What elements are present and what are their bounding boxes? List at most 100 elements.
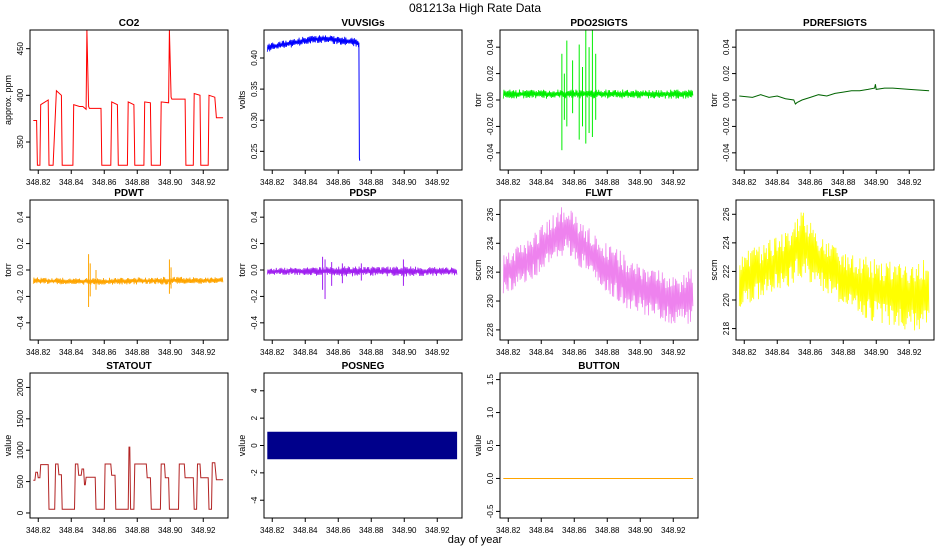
x-tick-label-statout: 348.86 — [92, 526, 117, 535]
x-tick-label-vuvsigs: 348.90 — [392, 178, 417, 187]
y-tick-label-button: 1.5 — [486, 373, 495, 385]
panel-title-co2: CO2 — [119, 18, 140, 29]
x-tick-label-statout: 348.88 — [125, 526, 150, 535]
x-tick-label-pdrefsigts: 348.92 — [897, 178, 922, 187]
x-tick-label-posneg: 348.92 — [425, 526, 450, 535]
y-tick-label-pdwt: 0.2 — [16, 237, 25, 249]
series-line-co2 — [33, 30, 224, 166]
x-tick-label-pdsp: 348.88 — [359, 348, 384, 357]
y-tick-label-pdrefsigts: 0.04 — [722, 39, 731, 55]
x-tick-label-flsp: 348.84 — [765, 348, 790, 357]
y-tick-label-vuvsigs: 0.35 — [250, 81, 259, 97]
x-tick-label-co2: 348.82 — [26, 178, 51, 187]
y-tick-label-pdrefsigts: 0.00 — [722, 92, 731, 108]
series-band-pdsp — [266, 266, 458, 277]
plot-frame-co2 — [29, 29, 229, 171]
x-tick-label-pdo2sigts: 348.84 — [529, 178, 554, 187]
x-tick-label-vuvsigs: 348.82 — [260, 178, 285, 187]
x-tick-label-pdwt: 348.86 — [92, 348, 117, 357]
x-tick-label-pdrefsigts: 348.86 — [798, 178, 823, 187]
y-tick-label-statout: 2000 — [16, 378, 25, 396]
x-tick-label-co2: 348.86 — [92, 178, 117, 187]
y-tick-label-pdsp: 0.4 — [250, 211, 259, 223]
x-tick-label-pdsp: 348.86 — [326, 348, 351, 357]
y-tick-label-button: -0.5 — [486, 504, 495, 518]
x-tick-label-pdrefsigts: 348.88 — [831, 178, 856, 187]
plot-frame-flsp — [735, 199, 935, 341]
x-tick-label-co2: 348.90 — [158, 178, 183, 187]
x-tick-label-posneg: 348.90 — [392, 526, 417, 535]
x-tick-label-vuvsigs: 348.84 — [293, 178, 318, 187]
y-tick-label-pdo2sigts: 0.00 — [486, 92, 495, 108]
y-tick-label-button: 0.5 — [486, 439, 495, 451]
x-tick-label-vuvsigs: 348.88 — [359, 178, 384, 187]
y-tick-label-co2: 350 — [16, 135, 25, 149]
x-tick-label-statout: 348.82 — [26, 526, 51, 535]
y-tick-label-button: 0.0 — [486, 472, 495, 484]
panel-title-pdwt: PDWT — [114, 188, 143, 199]
y-tick-label-posneg: -4 — [250, 496, 259, 504]
series-band-flwt — [502, 207, 694, 324]
x-tick-label-pdwt: 348.88 — [125, 348, 150, 357]
panel-pdwt: PDWT torr 348.82 348.84 348.86 348.88 348.90 34… — [3, 188, 229, 357]
x-tick-label-posneg: 348.84 — [293, 526, 318, 535]
x-tick-label-statout: 348.84 — [59, 526, 84, 535]
y-tick-label-statout: 0 — [16, 510, 25, 515]
y-tick-label-flsp: 220 — [722, 293, 731, 307]
x-tick-label-flwt: 348.84 — [529, 348, 554, 357]
panel-title-button: BUTTON — [578, 361, 619, 372]
x-tick-label-flwt: 348.82 — [496, 348, 521, 357]
plot-frame-posneg — [263, 372, 463, 519]
x-tick-label-pdrefsigts: 348.84 — [765, 178, 790, 187]
plot-frame-vuvsigs — [263, 29, 463, 171]
x-tick-label-button: 348.82 — [496, 526, 521, 535]
y-axis-label-flwt: sccm — [473, 260, 483, 281]
y-tick-label-statout: 1500 — [16, 409, 25, 427]
x-tick-label-pdwt: 348.92 — [191, 348, 216, 357]
x-tick-label-pdrefsigts: 348.82 — [732, 178, 757, 187]
x-tick-label-pdsp: 348.84 — [293, 348, 318, 357]
y-tick-label-pdrefsigts: -0.04 — [722, 143, 731, 162]
y-tick-label-pdsp: 0.0 — [250, 264, 259, 276]
x-tick-label-vuvsigs: 348.86 — [326, 178, 351, 187]
x-tick-label-pdo2sigts: 348.86 — [562, 178, 587, 187]
y-tick-label-pdwt: 0.4 — [16, 211, 25, 223]
y-tick-label-flwt: 230 — [486, 294, 495, 308]
x-tick-label-pdo2sigts: 348.92 — [661, 178, 686, 187]
y-tick-label-vuvsigs: 0.30 — [250, 112, 259, 128]
panel-flwt: FLWT sccm 348.82 348.84 348.86 348.88 348.90 34… — [473, 188, 699, 357]
panel-title-flwt: FLWT — [585, 188, 612, 199]
y-tick-label-pdrefsigts: 0.02 — [722, 65, 731, 81]
y-axis-label-pdrefsigts: torr — [709, 93, 719, 107]
x-tick-label-button: 348.86 — [562, 526, 587, 535]
y-tick-label-vuvsigs: 0.40 — [250, 50, 259, 66]
y-tick-label-posneg: -2 — [250, 469, 259, 477]
plot-frame-button — [499, 372, 699, 519]
y-tick-label-pdo2sigts: -0.04 — [486, 143, 495, 162]
x-tick-label-flsp: 348.82 — [732, 348, 757, 357]
series-line-pdrefsigts — [739, 84, 930, 105]
series-line-vuvsigs — [267, 38, 361, 161]
x-tick-label-pdo2sigts: 348.90 — [628, 178, 653, 187]
y-tick-label-flwt: 232 — [486, 265, 495, 279]
y-tick-label-button: 1.0 — [486, 406, 495, 418]
y-axis-label-statout: value — [3, 435, 13, 457]
y-axis-label-vuvsigs: volts — [237, 90, 247, 109]
x-tick-label-posneg: 348.82 — [260, 526, 285, 535]
y-tick-label-pdwt: -0.4 — [16, 315, 25, 329]
panel-flsp: FLSP sccm 348.82 348.84 348.86 348.88 348.90 34… — [709, 188, 935, 357]
x-tick-label-pdwt: 348.82 — [26, 348, 51, 357]
y-tick-label-statout: 1000 — [16, 441, 25, 459]
y-tick-label-pdo2sigts: 0.04 — [486, 39, 495, 55]
y-tick-label-vuvsigs: 0.25 — [250, 143, 259, 159]
y-tick-label-flsp: 218 — [722, 321, 731, 335]
x-tick-label-pdrefsigts: 348.90 — [864, 178, 889, 187]
x-tick-label-flsp: 348.88 — [831, 348, 856, 357]
y-axis-label-flsp: sccm — [709, 260, 719, 281]
panel-title-pdsp: PDSP — [349, 188, 377, 199]
plot-frame-flwt — [499, 199, 699, 341]
panel-pdo2sigts: PDO2SIGTS torr 348.82 348.84 348.86 348.88 348… — [473, 18, 699, 187]
x-tick-label-button: 348.88 — [595, 526, 620, 535]
y-tick-label-flwt: 228 — [486, 323, 495, 337]
x-tick-label-co2: 348.88 — [125, 178, 150, 187]
